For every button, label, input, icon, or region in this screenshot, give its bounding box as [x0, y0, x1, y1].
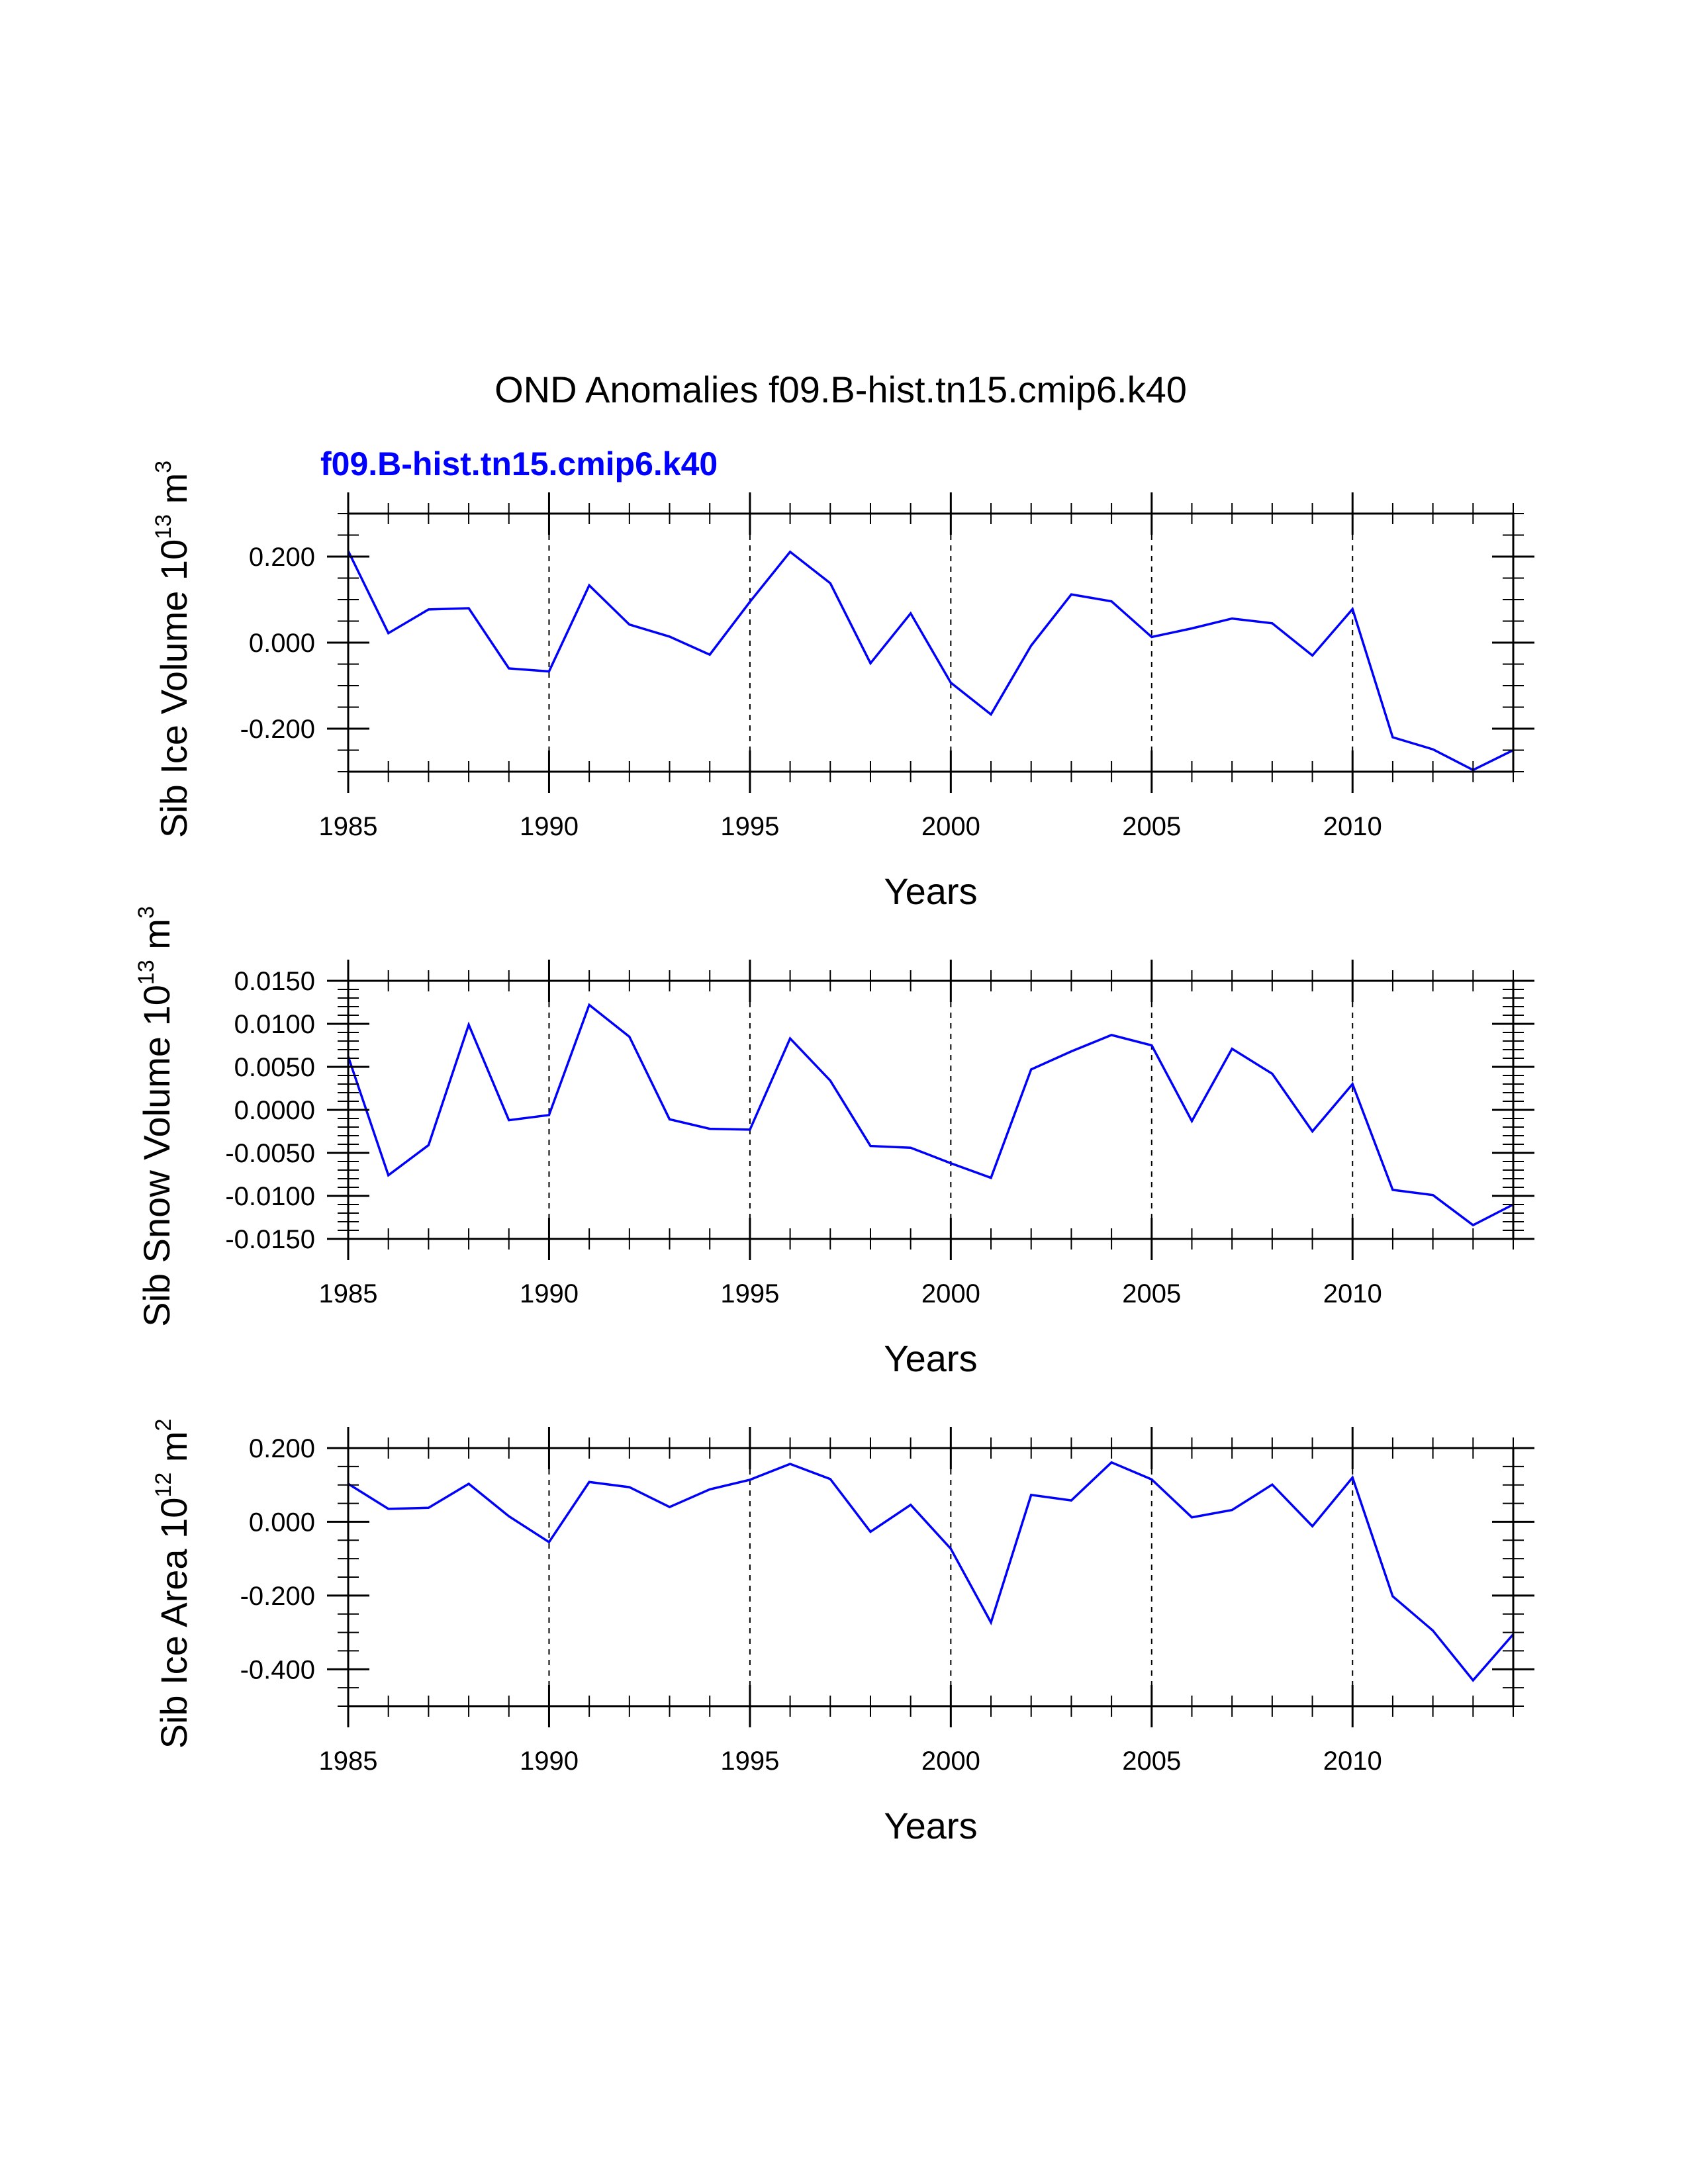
- chart-panel-ice-area: 1985 1990 1995 2000 2005 2010 -0.400 -0.200 0.00…: [151, 1419, 1534, 1846]
- y-axis-title: Sib Ice Volume 1013 m3: [151, 461, 195, 838]
- y-tick-label: -0.0100: [225, 1182, 315, 1211]
- y-tick-label: 0.000: [249, 629, 315, 658]
- x-tick-label-1995: 1995: [720, 1747, 779, 1776]
- x-axis-title: Years: [884, 1338, 977, 1379]
- x-tick-label-1990: 1990: [520, 812, 579, 841]
- y-tick-label: -0.0050: [225, 1139, 315, 1168]
- y-tick-label: -0.200: [240, 715, 315, 744]
- x-tick-label-2005: 2005: [1122, 1747, 1181, 1776]
- x-tick-label-2010: 2010: [1323, 1747, 1382, 1776]
- x-tick-label-2010: 2010: [1323, 1279, 1382, 1308]
- x-tick-label-1995: 1995: [720, 812, 779, 841]
- x-tick-label-1990: 1990: [520, 1279, 579, 1308]
- series-line-ice-volume: [347, 550, 1514, 772]
- x-tick-label-1990: 1990: [520, 1747, 579, 1776]
- y-tick-label: -0.0150: [225, 1225, 315, 1254]
- series-line-snow-volume: [347, 1003, 1514, 1227]
- y-tick-label: 0.000: [249, 1508, 315, 1537]
- y-axis-title: Sib Ice Area 1012 m2: [151, 1419, 195, 1749]
- series-subtitle: f09.B-hist.tn15.cmip6.k40: [320, 445, 718, 482]
- x-tick-label-2005: 2005: [1122, 1279, 1181, 1308]
- x-tick-label-1985: 1985: [319, 812, 378, 841]
- x-tick-label-2005: 2005: [1122, 812, 1181, 841]
- x-tick-label-1985: 1985: [319, 1747, 378, 1776]
- series-line-ice-area: [348, 1461, 1515, 1682]
- chart-panel-ice-volume: 1985 1990 1995 2000 2005 2010 -0.200 0.000 0.200…: [151, 461, 1534, 912]
- y-tick-label: 0.0000: [234, 1096, 315, 1125]
- x-axis-title: Years: [884, 1805, 977, 1846]
- y-tick-label: 0.0050: [234, 1053, 315, 1082]
- x-tick-label-1995: 1995: [720, 1279, 779, 1308]
- y-axis-title: Sib Snow Volume 1013 m3: [134, 906, 177, 1327]
- y-tick-label: 0.200: [249, 543, 315, 572]
- y-tick-label: 0.0150: [234, 967, 315, 996]
- x-tick-label-2000: 2000: [921, 1279, 980, 1308]
- figure-title: OND Anomalies f09.B-hist.tn15.cmip6.k40: [494, 369, 1187, 410]
- x-tick-label-2000: 2000: [921, 1747, 980, 1776]
- y-tick-label: -0.200: [240, 1582, 315, 1611]
- x-axis-title: Years: [884, 870, 977, 912]
- x-tick-label-2010: 2010: [1323, 812, 1382, 841]
- y-tick-label: 0.200: [249, 1434, 315, 1463]
- x-tick-label-1985: 1985: [319, 1279, 378, 1308]
- chart-panel-snow-volume: 1985 1990 1995 2000 2005 2010 -0.0150 -0.0100 -0…: [134, 906, 1534, 1379]
- x-tick-label-2000: 2000: [921, 812, 980, 841]
- y-tick-label: -0.400: [240, 1655, 315, 1684]
- y-tick-label: 0.0100: [234, 1010, 315, 1039]
